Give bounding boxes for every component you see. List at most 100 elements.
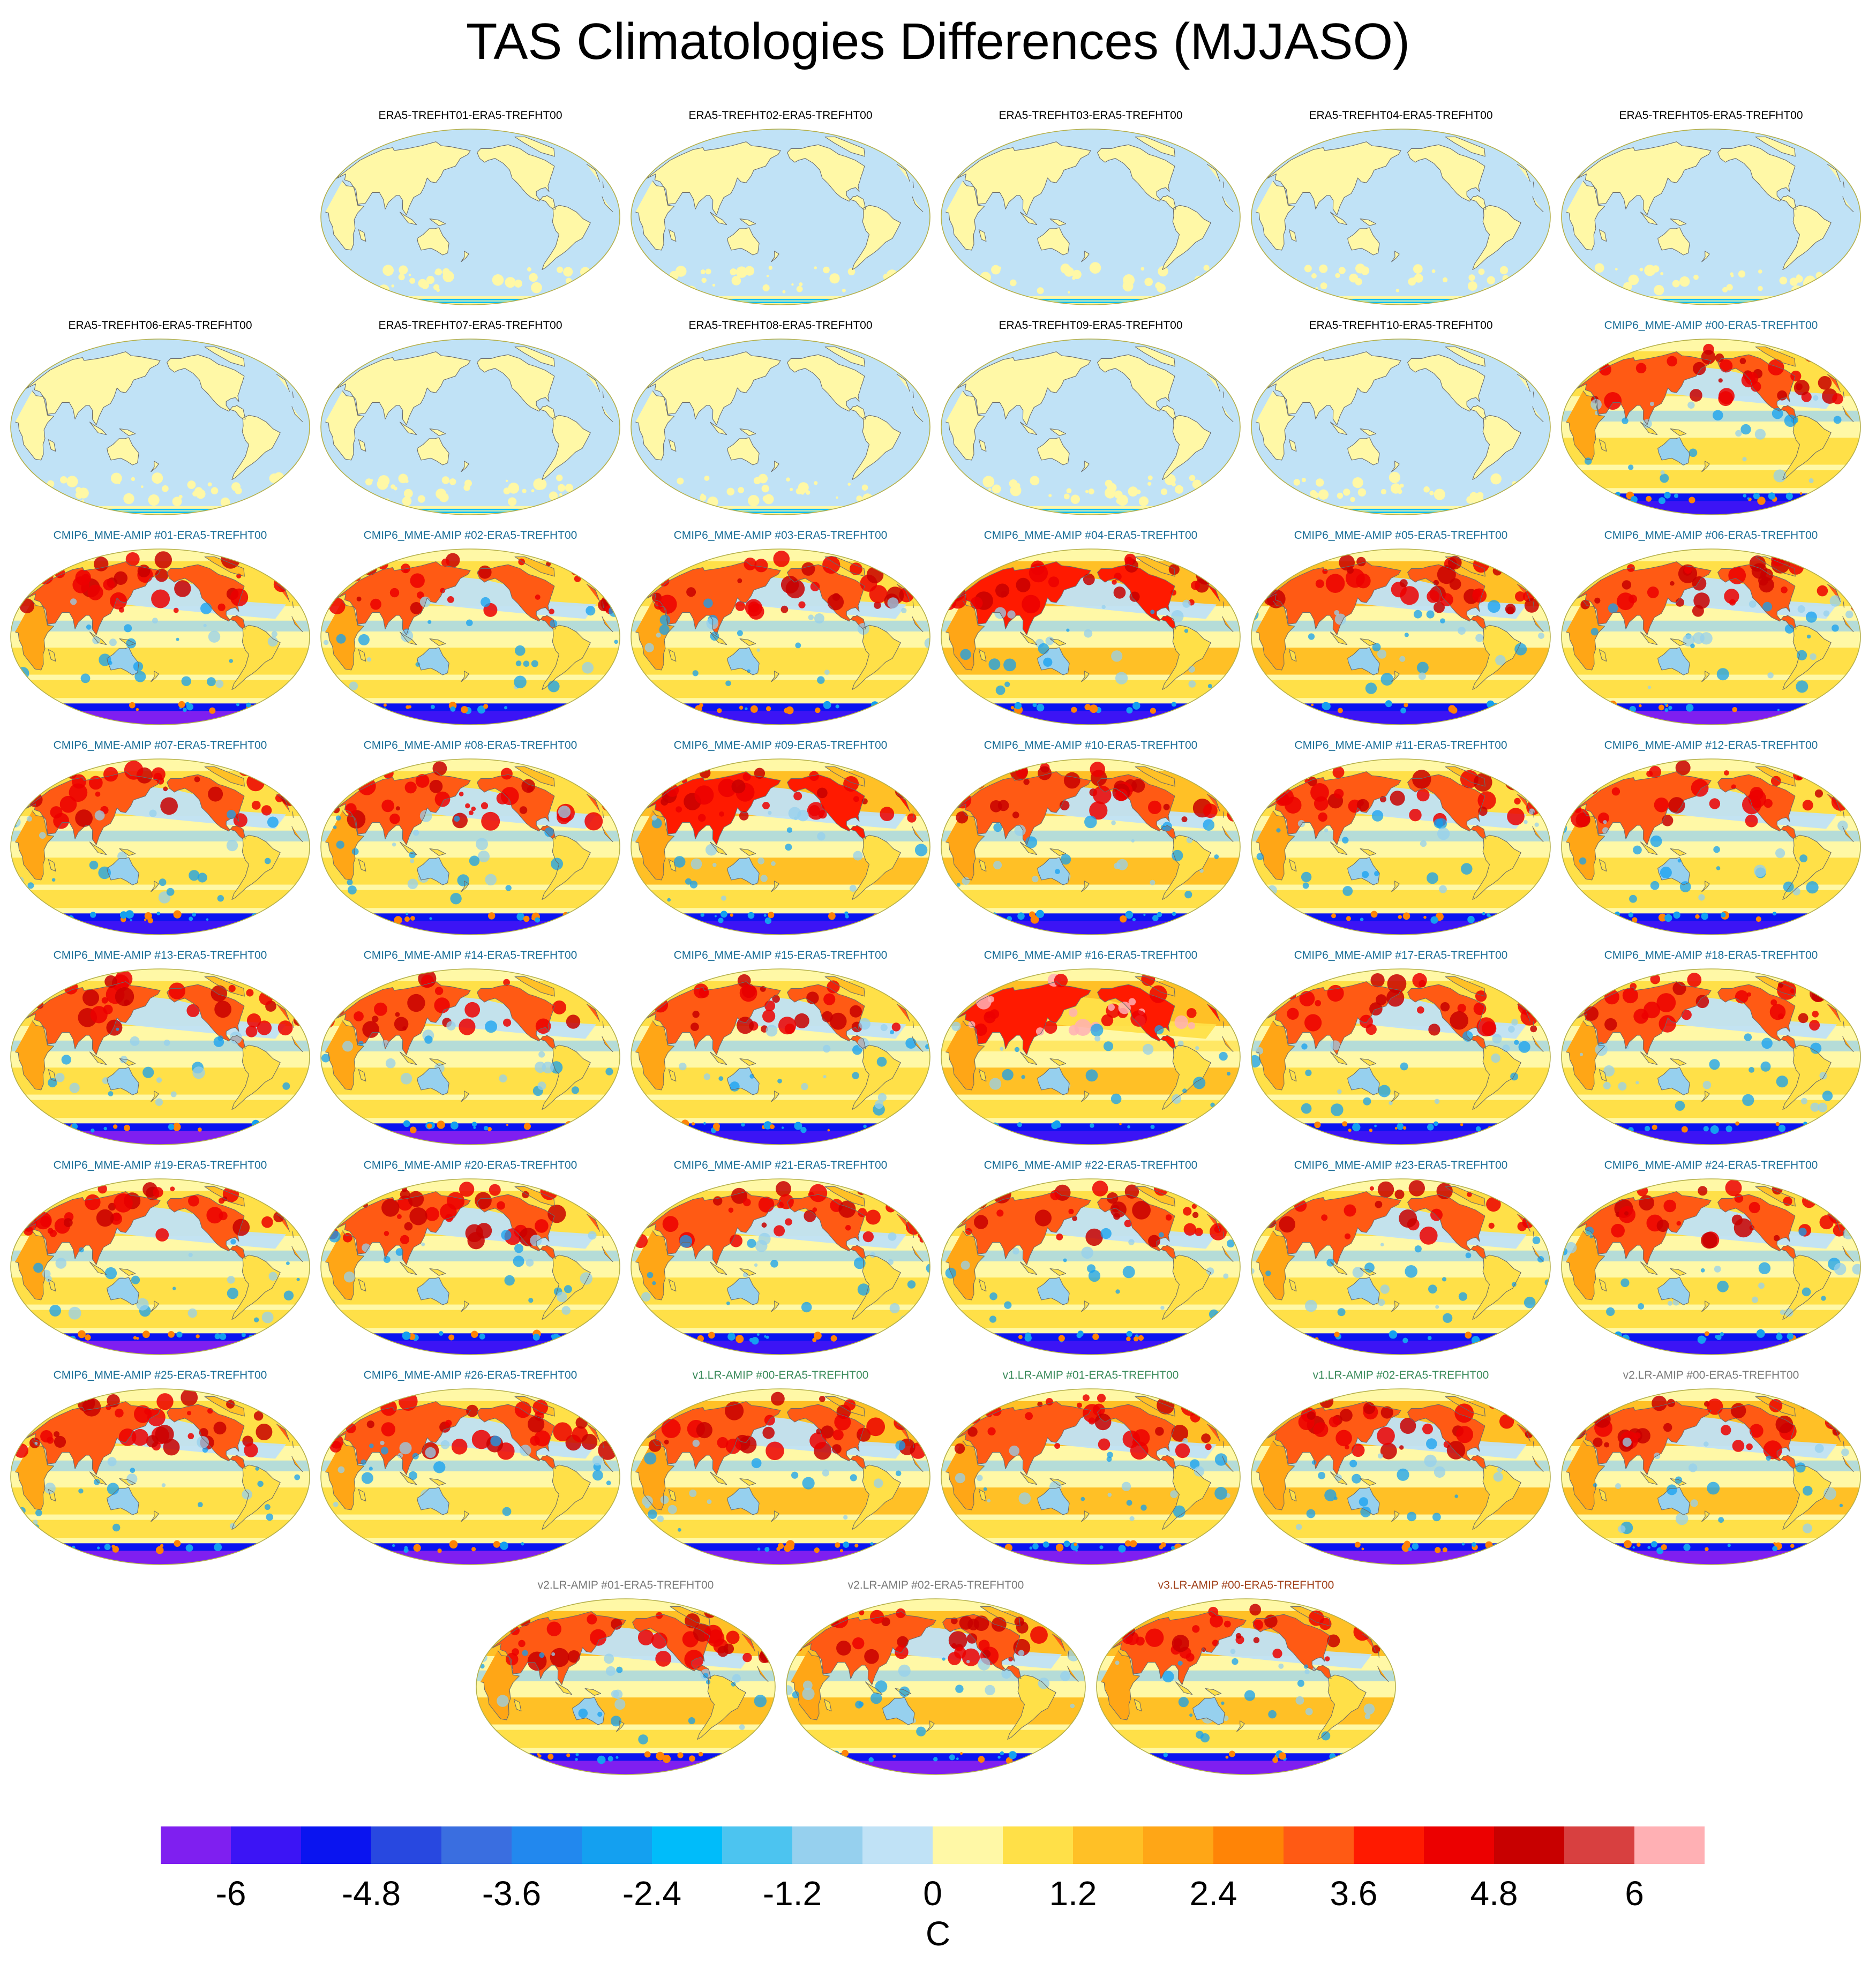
difference-map [941, 129, 1241, 305]
map-panel: ERA5-TREFHT09-ERA5-TREFHT00 [938, 319, 1243, 517]
panel-title: v2.LR-AMIP #01-ERA5-TREFHT00 [537, 1579, 714, 1591]
map-panel: v1.LR-AMIP #00-ERA5-TREFHT00 [628, 1369, 933, 1567]
panel-title: CMIP6_MME-AMIP #01-ERA5-TREFHT00 [53, 529, 267, 542]
panel-title: ERA5-TREFHT07-ERA5-TREFHT00 [378, 319, 562, 332]
map-panel: CMIP6_MME-AMIP #18-ERA5-TREFHT00 [1558, 949, 1864, 1147]
map-panel: ERA5-TREFHT01-ERA5-TREFHT00 [318, 109, 623, 307]
panel-title: CMIP6_MME-AMIP #09-ERA5-TREFHT00 [673, 739, 888, 751]
colorbar-box [652, 1826, 722, 1864]
map-panel: ERA5-TREFHT07-ERA5-TREFHT00 [318, 319, 623, 517]
panel-title: CMIP6_MME-AMIP #11-ERA5-TREFHT00 [1294, 739, 1507, 751]
difference-map [1251, 1178, 1551, 1355]
colorbar-tick-label: -4.8 [341, 1874, 401, 1913]
map-panel: ERA5-TREFHT05-ERA5-TREFHT00 [1558, 109, 1864, 307]
panel-title: CMIP6_MME-AMIP #24-ERA5-TREFHT00 [1604, 1159, 1818, 1171]
panel-title: CMIP6_MME-AMIP #18-ERA5-TREFHT00 [1604, 949, 1818, 961]
difference-map [631, 1178, 931, 1355]
map-panel: v1.LR-AMIP #01-ERA5-TREFHT00 [938, 1369, 1243, 1567]
main-title: TAS Climatologies Differences (MJJASO) [466, 13, 1410, 70]
colorbar-box [161, 1826, 231, 1864]
map-panel: CMIP6_MME-AMIP #00-ERA5-TREFHT00 [1558, 319, 1864, 517]
difference-map [1561, 548, 1861, 725]
map-panel: CMIP6_MME-AMIP #23-ERA5-TREFHT00 [1248, 1159, 1554, 1357]
difference-map [941, 339, 1241, 515]
colorbar-box [301, 1826, 371, 1864]
map-panel: ERA5-TREFHT04-ERA5-TREFHT00 [1248, 109, 1554, 307]
panel-title: CMIP6_MME-AMIP #23-ERA5-TREFHT00 [1294, 1159, 1508, 1171]
map-panel: CMIP6_MME-AMIP #12-ERA5-TREFHT00 [1558, 739, 1864, 937]
map-panel: CMIP6_MME-AMIP #13-ERA5-TREFHT00 [7, 949, 313, 1147]
difference-map [941, 758, 1241, 935]
difference-map [941, 968, 1241, 1145]
panel-title: CMIP6_MME-AMIP #12-ERA5-TREFHT00 [1604, 739, 1818, 751]
map-panel: CMIP6_MME-AMIP #08-ERA5-TREFHT00 [318, 739, 623, 937]
difference-map [1251, 129, 1551, 305]
panel-title: CMIP6_MME-AMIP #16-ERA5-TREFHT00 [984, 949, 1198, 961]
panel-title: ERA5-TREFHT09-ERA5-TREFHT00 [999, 319, 1183, 332]
map-panel: CMIP6_MME-AMIP #10-ERA5-TREFHT00 [938, 739, 1243, 937]
panel-title: CMIP6_MME-AMIP #21-ERA5-TREFHT00 [673, 1159, 888, 1171]
map-panel: CMIP6_MME-AMIP #21-ERA5-TREFHT00 [628, 1159, 933, 1357]
colorbar-box [1073, 1826, 1143, 1864]
colorbar-box [1284, 1826, 1354, 1864]
map-panel: ERA5-TREFHT02-ERA5-TREFHT00 [628, 109, 933, 307]
panel-title: CMIP6_MME-AMIP #07-ERA5-TREFHT00 [53, 739, 267, 751]
difference-map [1251, 758, 1551, 935]
difference-map [631, 129, 931, 305]
difference-map [320, 548, 620, 725]
panel-title: CMIP6_MME-AMIP #15-ERA5-TREFHT00 [673, 949, 888, 961]
colorbar-box [512, 1826, 582, 1864]
colorbar-box [792, 1826, 862, 1864]
colorbar-box [1634, 1826, 1705, 1864]
difference-map [476, 1598, 776, 1775]
colorbar-box [371, 1826, 441, 1864]
colorbar-tick-label: -6 [215, 1874, 246, 1913]
difference-map [320, 758, 620, 935]
map-panel: ERA5-TREFHT06-ERA5-TREFHT00 [7, 319, 313, 517]
colorbar-box [1494, 1826, 1564, 1864]
panel-title: CMIP6_MME-AMIP #02-ERA5-TREFHT00 [363, 529, 577, 542]
panel-title: v1.LR-AMIP #00-ERA5-TREFHT00 [692, 1369, 869, 1381]
panel-title: CMIP6_MME-AMIP #17-ERA5-TREFHT00 [1294, 949, 1508, 961]
panel-title: ERA5-TREFHT10-ERA5-TREFHT00 [1309, 319, 1493, 332]
panel-title: CMIP6_MME-AMIP #22-ERA5-TREFHT00 [984, 1159, 1198, 1171]
panel-title: CMIP6_MME-AMIP #13-ERA5-TREFHT00 [53, 949, 267, 961]
difference-map [941, 1178, 1241, 1355]
difference-map [320, 1388, 620, 1565]
map-panel: ERA5-TREFHT10-ERA5-TREFHT00 [1248, 319, 1554, 517]
colorbar-box [1143, 1826, 1213, 1864]
difference-map [1251, 968, 1551, 1145]
colorbar-box [862, 1826, 933, 1864]
map-panel: v2.LR-AMIP #02-ERA5-TREFHT00 [783, 1578, 1089, 1777]
colorbar-box [582, 1826, 652, 1864]
panel-title: v2.LR-AMIP #00-ERA5-TREFHT00 [1623, 1369, 1799, 1381]
colorbar-box [722, 1826, 792, 1864]
panel-title: v1.LR-AMIP #01-ERA5-TREFHT00 [1002, 1369, 1179, 1381]
colorbar-tick-label: 2.4 [1189, 1874, 1237, 1913]
colorbar-box [1213, 1826, 1284, 1864]
map-panel: CMIP6_MME-AMIP #01-ERA5-TREFHT00 [7, 529, 313, 727]
panel-title: CMIP6_MME-AMIP #03-ERA5-TREFHT00 [673, 529, 888, 542]
colorbar-box [933, 1826, 1003, 1864]
panel-title: ERA5-TREFHT03-ERA5-TREFHT00 [999, 109, 1183, 122]
colorbar-box [1564, 1826, 1634, 1864]
map-panel: CMIP6_MME-AMIP #02-ERA5-TREFHT00 [318, 529, 623, 727]
difference-map [786, 1598, 1086, 1775]
colorbar-tick-label: 1.2 [1049, 1874, 1097, 1913]
map-panel: CMIP6_MME-AMIP #06-ERA5-TREFHT00 [1558, 529, 1864, 727]
difference-map [320, 339, 620, 515]
panel-title: CMIP6_MME-AMIP #25-ERA5-TREFHT00 [53, 1369, 267, 1381]
panel-title: CMIP6_MME-AMIP #10-ERA5-TREFHT00 [984, 739, 1198, 751]
panel-title: ERA5-TREFHT05-ERA5-TREFHT00 [1619, 109, 1803, 122]
colorbar-box [1354, 1826, 1424, 1864]
difference-map [320, 129, 620, 305]
difference-map [1561, 339, 1861, 515]
colorbar-units: C [925, 1914, 951, 1953]
colorbar-tick-label: 0 [923, 1874, 942, 1913]
difference-map [10, 968, 310, 1145]
difference-map [10, 758, 310, 935]
panel-title: ERA5-TREFHT04-ERA5-TREFHT00 [1309, 109, 1493, 122]
map-panel: CMIP6_MME-AMIP #16-ERA5-TREFHT00 [938, 949, 1243, 1147]
map-panel: CMIP6_MME-AMIP #14-ERA5-TREFHT00 [318, 949, 623, 1147]
